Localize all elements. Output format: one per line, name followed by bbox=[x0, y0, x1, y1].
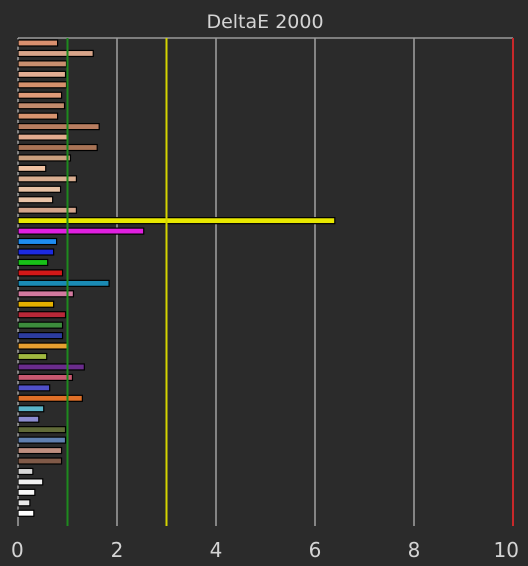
bar-6 bbox=[17, 91, 63, 99]
bars bbox=[17, 39, 336, 517]
x-tick-label-8: 8 bbox=[408, 538, 421, 562]
bar-41 bbox=[17, 457, 63, 465]
bar-3 bbox=[17, 60, 68, 68]
bar-27 bbox=[17, 311, 67, 319]
bar-13 bbox=[17, 164, 47, 172]
x-tick-label-0: 0 bbox=[11, 538, 24, 562]
bar-4 bbox=[17, 70, 67, 78]
x-tick-label-4: 4 bbox=[210, 538, 223, 562]
x-tick-label-2: 2 bbox=[111, 538, 124, 562]
bar-46 bbox=[17, 509, 35, 517]
bar-16 bbox=[17, 196, 54, 204]
x-tick-label-6: 6 bbox=[309, 538, 322, 562]
bar-26 bbox=[17, 300, 55, 308]
bar-43 bbox=[17, 478, 44, 486]
bar-22 bbox=[17, 258, 49, 267]
bar-19 bbox=[17, 227, 145, 235]
x-tick-label-10: 10 bbox=[494, 538, 519, 562]
bar-35 bbox=[17, 394, 83, 402]
bar-42 bbox=[17, 467, 34, 476]
bar-2 bbox=[17, 49, 94, 58]
bar-39 bbox=[17, 436, 67, 444]
chart-title: DeltaE 2000 bbox=[206, 11, 323, 33]
reference-lines bbox=[66, 38, 514, 526]
bar-7 bbox=[17, 102, 66, 110]
x-axis-ticks: 0 2 4 6 8 10 bbox=[11, 538, 519, 562]
bar-15 bbox=[17, 185, 62, 193]
bar-45 bbox=[17, 499, 31, 507]
bar-31 bbox=[17, 352, 48, 361]
bar-32 bbox=[17, 363, 85, 371]
bar-18 bbox=[17, 217, 336, 225]
bar-30 bbox=[17, 342, 69, 350]
bar-12 bbox=[17, 154, 72, 162]
bar-40 bbox=[17, 446, 63, 455]
bar-33 bbox=[17, 373, 74, 381]
bar-8 bbox=[17, 112, 59, 120]
bar-34 bbox=[17, 384, 51, 392]
bar-44 bbox=[17, 488, 36, 496]
bar-37 bbox=[17, 415, 40, 423]
bar-1 bbox=[17, 39, 59, 47]
bar-36 bbox=[17, 405, 45, 413]
bar-29 bbox=[17, 332, 64, 340]
bar-9 bbox=[17, 122, 100, 131]
bar-28 bbox=[17, 321, 64, 329]
bar-14 bbox=[17, 175, 78, 183]
bar-10 bbox=[17, 133, 69, 141]
bar-5 bbox=[17, 81, 68, 89]
bar-11 bbox=[17, 143, 98, 152]
bar-24 bbox=[17, 279, 110, 287]
bar-38 bbox=[17, 426, 67, 434]
bar-17 bbox=[17, 206, 78, 214]
bar-21 bbox=[17, 248, 55, 256]
bar-25 bbox=[17, 290, 75, 298]
bar-20 bbox=[17, 237, 58, 246]
bar-23 bbox=[17, 269, 64, 277]
